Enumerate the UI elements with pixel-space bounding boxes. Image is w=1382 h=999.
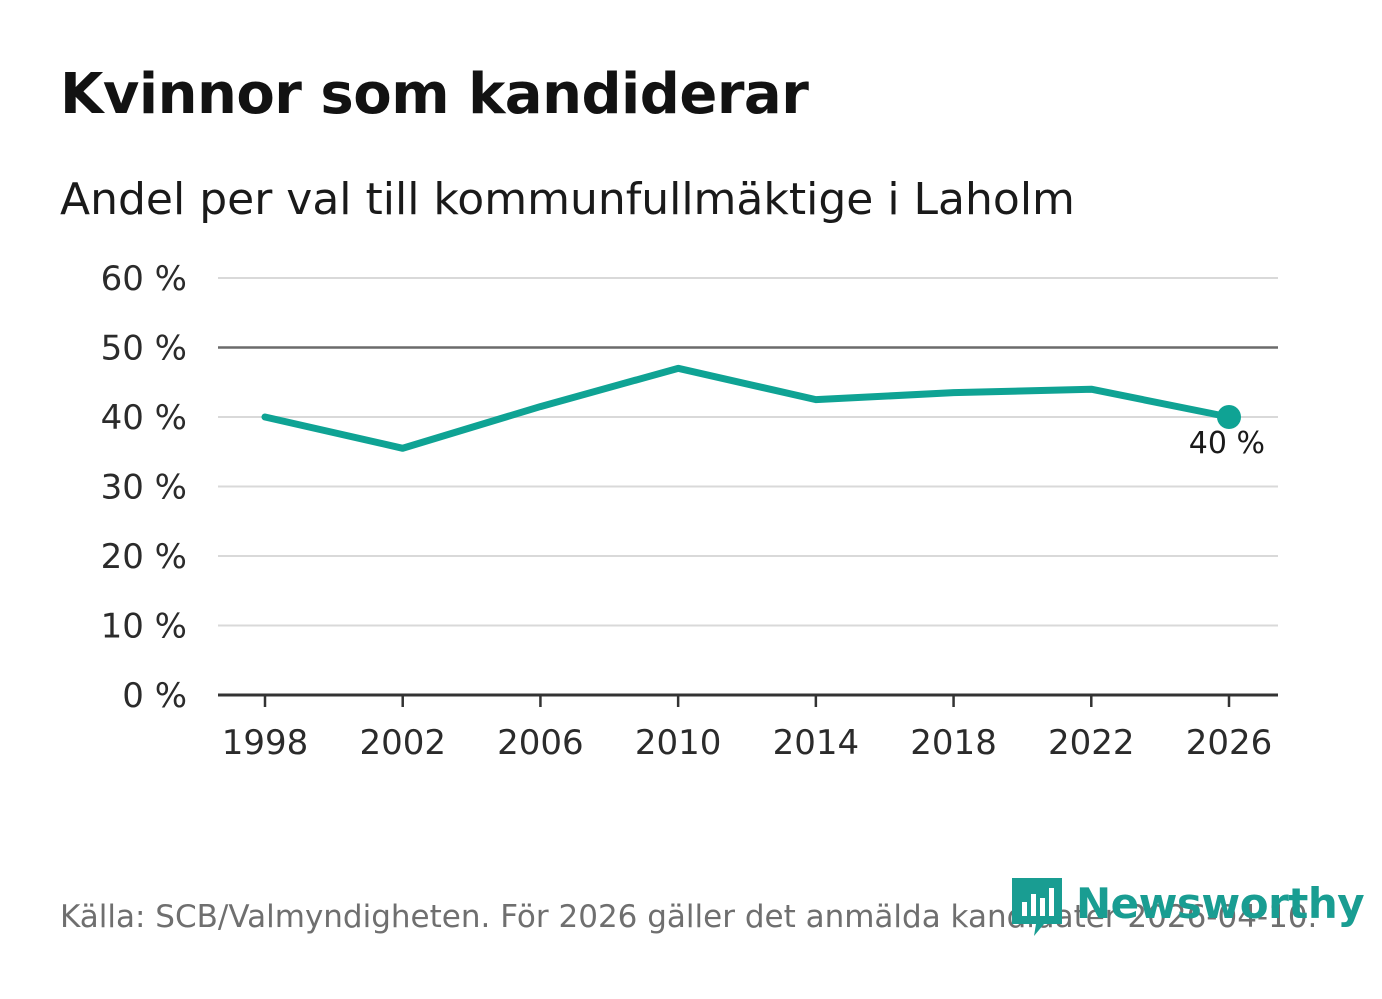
brand-logo: Newsworthy bbox=[1012, 878, 1365, 938]
end-point-marker bbox=[1217, 405, 1241, 429]
x-tick-label: 2026 bbox=[1186, 723, 1273, 763]
x-tick-label: 2014 bbox=[773, 723, 860, 763]
newsworthy-logo-icon bbox=[1012, 878, 1062, 936]
y-tick-label: 30 % bbox=[101, 468, 187, 508]
x-tick-label: 2006 bbox=[497, 723, 584, 763]
chart-title: Kvinnor som kandiderar bbox=[60, 62, 809, 127]
series-line bbox=[261, 364, 1233, 452]
brand-name: Newsworthy bbox=[1076, 879, 1365, 928]
y-tick-label: 60 % bbox=[101, 259, 187, 299]
source-note: Källa: SCB/Valmyndigheten. För 2026 gäll… bbox=[60, 899, 1318, 935]
x-tick-label: 1998 bbox=[222, 723, 309, 763]
x-tick-label: 2018 bbox=[910, 723, 997, 763]
y-tick-label: 20 % bbox=[101, 537, 187, 577]
y-tick-label: 0 % bbox=[122, 676, 187, 716]
x-tick-label: 2010 bbox=[635, 723, 722, 763]
end-value-label: 40 % bbox=[1189, 426, 1265, 461]
chart-subtitle: Andel per val till kommunfullmäktige i L… bbox=[60, 174, 1075, 225]
y-tick-label: 40 % bbox=[101, 398, 187, 438]
x-tick-label: 2022 bbox=[1048, 723, 1135, 763]
y-tick-label: 10 % bbox=[101, 607, 187, 647]
y-tick-label: 50 % bbox=[101, 329, 187, 369]
x-tick-label: 2002 bbox=[359, 723, 446, 763]
